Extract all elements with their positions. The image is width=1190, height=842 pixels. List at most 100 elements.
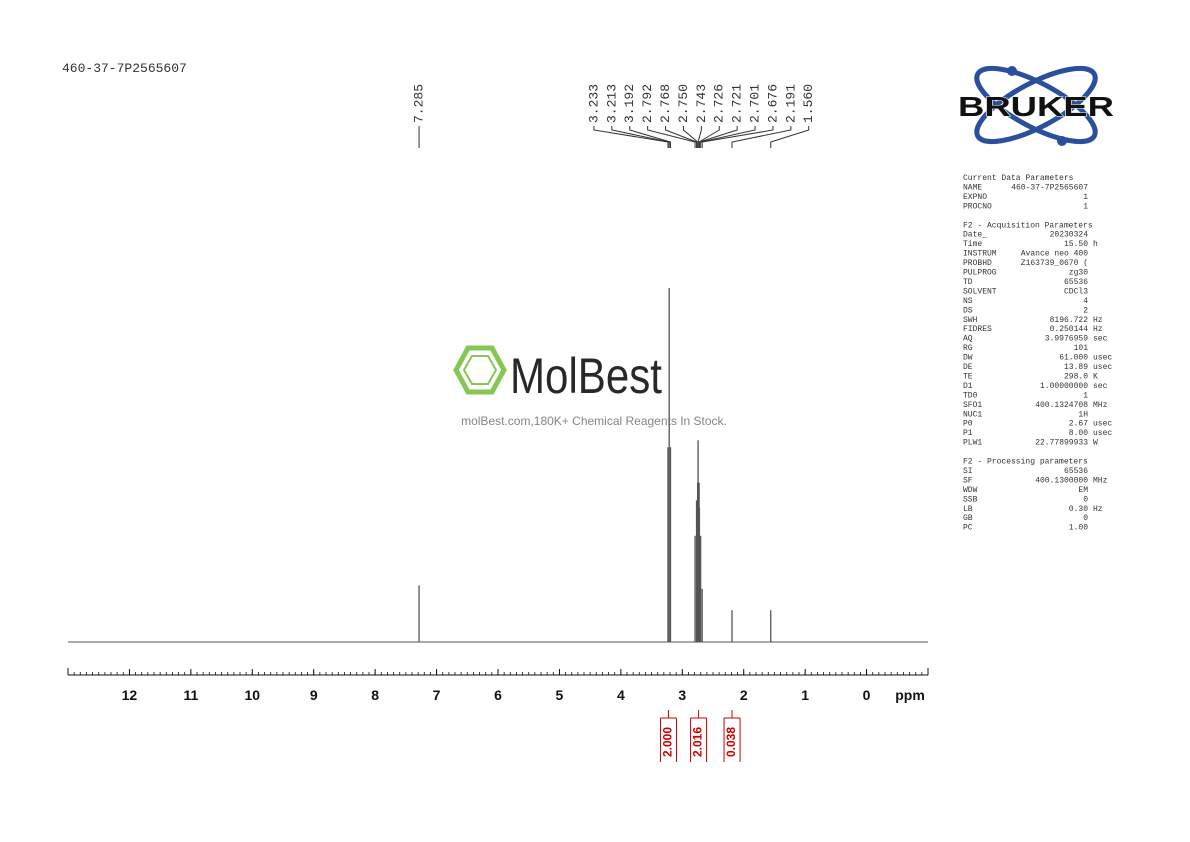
peak-label: 2.701 (747, 84, 762, 123)
param-key: D1 (963, 382, 973, 391)
peak-label: 3.233 (586, 84, 601, 123)
param-unit: usec (1093, 420, 1112, 429)
x-tick-label: 4 (617, 687, 625, 703)
param-key: SSB (963, 495, 978, 504)
param-key: PROCNO (963, 202, 992, 211)
x-tick-label: 11 (183, 687, 198, 703)
param-value: 61.000 (1059, 354, 1088, 363)
param-key: NUC1 (963, 410, 982, 419)
x-tick-label: 0 (863, 687, 871, 703)
param-value: Z163739_0670 ( (1021, 259, 1088, 268)
param-key: NAME (963, 183, 982, 192)
spectrum: 7.285 3.233 3.213 3.192 2.792 2.768 2.750 2.743… (67, 84, 929, 762)
param-key: TD (963, 278, 973, 287)
param-key: LB (963, 505, 973, 514)
param-value: Avance neo 400 (1021, 250, 1088, 259)
param-value: 298.0 (1064, 372, 1088, 381)
x-tick-label: 6 (494, 687, 502, 703)
param-key: Time (963, 240, 982, 249)
integral-label: 0.038 (724, 727, 738, 757)
param-key: EXPNO (963, 193, 987, 202)
watermark-name: MolBest (510, 348, 662, 404)
param-value: 460-37-7P2565607 (1011, 183, 1088, 192)
param-unit: usec (1093, 429, 1112, 438)
integral-bracket (659, 710, 677, 762)
param-value: 1.00000000 (1040, 382, 1088, 391)
peak-leader (665, 126, 698, 148)
peak-leader (697, 126, 702, 148)
peak-label: 2.750 (676, 84, 691, 123)
param-key: GB (963, 514, 973, 523)
param-key: TD0 (963, 391, 978, 400)
peak-label: 2.726 (712, 84, 727, 123)
x-tick-label: 7 (433, 687, 441, 703)
param-key: RG (963, 344, 973, 353)
param-key: DE (963, 363, 973, 372)
peak-label: 2.721 (730, 84, 745, 123)
peak-leader (770, 126, 810, 148)
param-value: 1 (1083, 193, 1088, 202)
param-key: P1 (963, 429, 973, 438)
x-tick-label: 8 (371, 687, 379, 703)
param-unit: K (1093, 372, 1098, 381)
integral-label: 2.000 (661, 727, 675, 757)
param-key: PC (963, 524, 973, 533)
param-key: DS (963, 306, 973, 315)
section-title: F2 - Processing parameters (963, 458, 1088, 467)
param-unit: MHz (1093, 476, 1108, 485)
peak-label: 2.792 (640, 84, 655, 123)
section-title: F2 - Acquisition Parameters (963, 221, 1093, 230)
x-tick-label: 2 (740, 687, 748, 703)
param-value: 0.250144 (1050, 325, 1089, 334)
sample-name: 460-37-7P2565607 (62, 61, 187, 76)
param-value: CDCl3 (1064, 287, 1088, 296)
param-value: 101 (1074, 344, 1089, 353)
param-key: WDW (963, 486, 978, 495)
param-unit: MHz (1093, 401, 1108, 410)
param-key: Date_ (963, 231, 987, 240)
peak-label: 1.560 (801, 84, 816, 123)
watermark-tagline: molBest.com,180K+ Chemical Reagents In S… (461, 414, 727, 428)
param-key: INSTRUM (963, 250, 997, 259)
x-tick-label: 9 (310, 687, 318, 703)
peak-leader (700, 126, 756, 148)
param-unit: Hz (1093, 505, 1103, 514)
peak-leader (593, 126, 669, 148)
param-key: SOLVENT (963, 287, 997, 296)
param-key: PROBHD (963, 259, 992, 268)
param-value: 4 (1083, 297, 1088, 306)
peak-leader (647, 126, 696, 148)
param-value: 15.50 (1064, 240, 1088, 249)
param-key: SI (963, 467, 973, 476)
param-value: 0 (1083, 495, 1088, 504)
param-value: 22.77899933 (1035, 439, 1088, 448)
bruker-logo: BRUKER (958, 65, 1115, 146)
peak-label: 2.676 (765, 84, 780, 123)
param-value: 1.00 (1069, 524, 1088, 533)
param-unit: sec (1093, 335, 1108, 344)
peak-leader (701, 126, 774, 148)
x-tick-label: 12 (122, 687, 138, 703)
peak-leader (698, 126, 738, 148)
integral-bracket (690, 710, 708, 762)
param-value: 1 (1083, 202, 1088, 211)
param-value: 65536 (1064, 278, 1088, 287)
brand: BRUKER (958, 91, 1114, 122)
param-value: 0.30 (1069, 505, 1088, 514)
peak-label: 3.213 (604, 84, 619, 123)
x-tick-label: 10 (244, 687, 260, 703)
watermark: MolBest molBest.com,180K+ Chemical Reage… (453, 345, 727, 428)
param-value: 0 (1083, 514, 1088, 523)
param-key: TE (963, 372, 973, 381)
param-value: 20230324 (1050, 231, 1089, 240)
integral-bracket (723, 710, 741, 762)
peak-label: 2.191 (783, 84, 798, 123)
param-key: SWH (963, 316, 978, 325)
peak-label: 3.192 (622, 84, 637, 123)
param-unit: Hz (1093, 325, 1103, 334)
param-unit: sec (1093, 382, 1108, 391)
param-unit: h (1093, 240, 1098, 249)
param-value: 8.00 (1069, 429, 1088, 438)
param-unit: Hz (1093, 316, 1103, 325)
